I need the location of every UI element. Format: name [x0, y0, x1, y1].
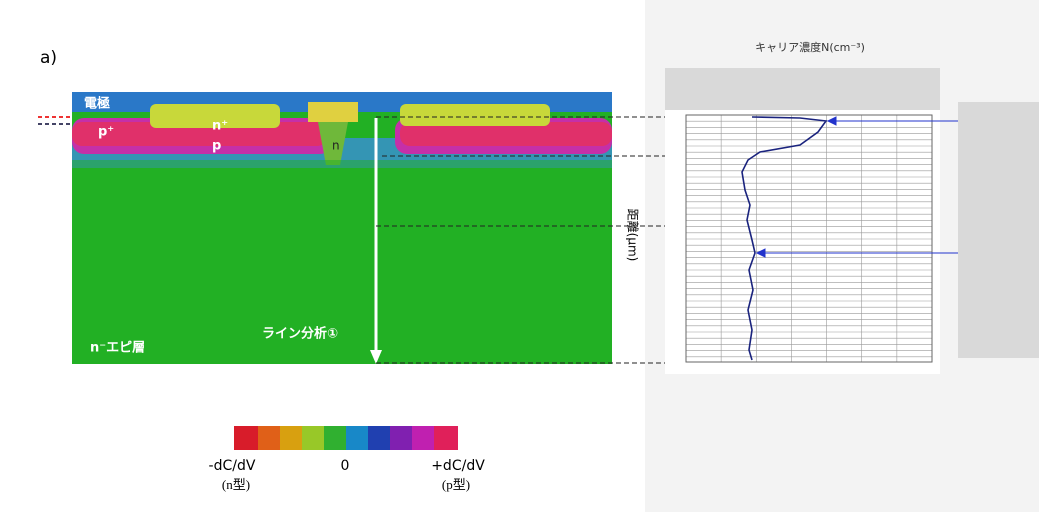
panel-label: a): [40, 48, 57, 68]
label-epi: n⁻エピ層: [90, 341, 145, 356]
guide-lines: [376, 116, 686, 364]
label-p-plus: p⁺: [98, 125, 114, 140]
cb-left: -dC/dV: [209, 458, 256, 474]
profile-header: [665, 68, 940, 110]
profile-panel: [665, 68, 940, 374]
label-n: n: [332, 139, 340, 153]
profile-curve: [741, 116, 828, 361]
colorbar: [234, 426, 458, 450]
cb-right: +dC/dV: [431, 458, 485, 474]
side-box: [958, 102, 1039, 358]
cb-right-sub: (p型): [442, 477, 470, 492]
pointer-arrows: [755, 116, 958, 258]
profile-y-label: 距離(μm): [626, 209, 640, 262]
label-line-analysis: ライン分析①: [262, 326, 338, 342]
label-n-plus: n⁺: [212, 119, 228, 134]
profile-grid: [685, 114, 933, 362]
profile-title: キャリア濃度N(cm⁻³): [755, 40, 865, 54]
label-electrode: 電極: [84, 96, 110, 112]
profile-frame: [685, 114, 933, 363]
arrow-head: [370, 350, 382, 364]
label-p: p: [212, 139, 221, 154]
cb-left-sub: (n型): [222, 477, 250, 492]
cb-middle: 0: [341, 458, 350, 474]
scm-image: [72, 92, 612, 364]
